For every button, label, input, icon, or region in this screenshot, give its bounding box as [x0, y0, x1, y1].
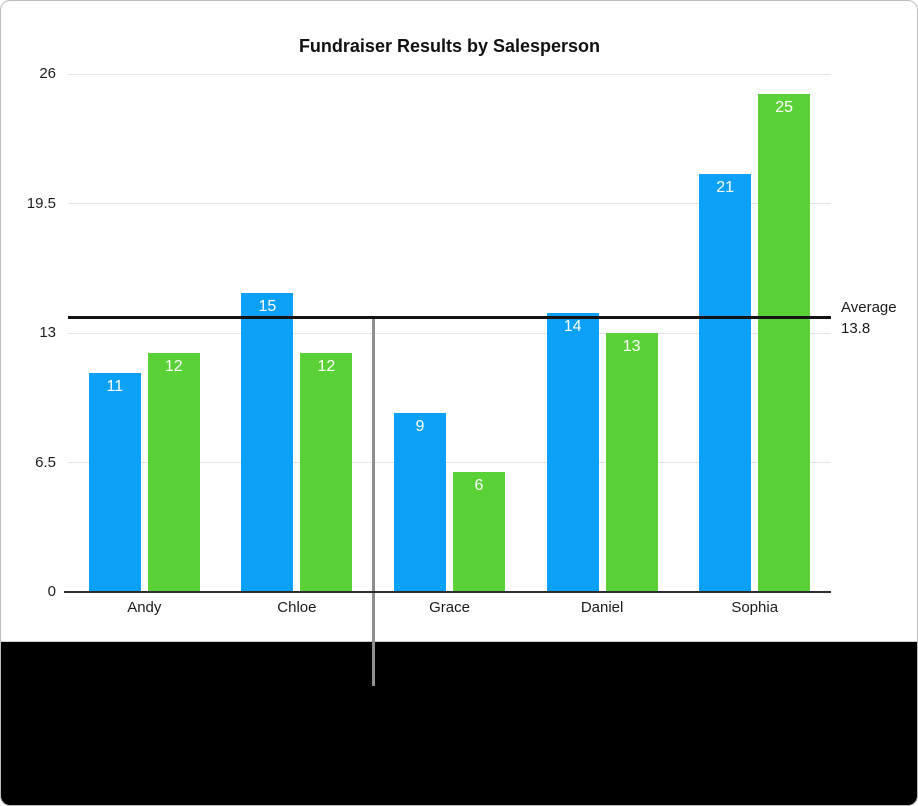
bar-value-label: 14: [563, 318, 582, 336]
bar-value-label: 9: [415, 417, 425, 435]
average-line-label: Average 13.8: [841, 297, 897, 339]
chart-title: Fundraiser Results by Salesperson: [298, 36, 601, 56]
y-tick-label: 6.5: [35, 453, 56, 471]
y-tick-label: 19.5: [26, 194, 56, 212]
gridline: [68, 203, 831, 204]
gridline: [68, 462, 831, 463]
x-category-label: Grace: [429, 599, 470, 616]
bar-value-label: 25: [775, 98, 794, 116]
average-label-text: Average: [841, 299, 897, 316]
bar-sophia-blue: 21: [699, 173, 752, 592]
bar-value-label: 13: [622, 338, 641, 355]
x-category-label: Sophia: [731, 599, 779, 616]
bar-value-label: 12: [317, 357, 336, 375]
bar-value-label: 21: [716, 178, 735, 196]
bar-value-label: 11: [106, 377, 124, 395]
bar-andy-green: 12: [147, 352, 200, 592]
bar-sophia-green: 25: [758, 93, 811, 592]
bar-daniel-blue: 14: [546, 313, 599, 592]
y-tick-label: 26: [39, 65, 56, 82]
x-category-label: Daniel: [580, 599, 624, 616]
gridline: [68, 73, 831, 75]
bar-chloe-green: 12: [300, 352, 353, 592]
bar-chloe-blue: 15: [241, 293, 294, 592]
y-tick-label: 13: [39, 324, 56, 341]
bar-value-label: 12: [164, 357, 183, 375]
x-category-label: Chloe: [277, 599, 317, 616]
bar-value-label: 15: [258, 298, 277, 316]
bottom-black-margin: [1, 641, 917, 805]
y-tick-label: 0: [47, 583, 56, 600]
average-value-text: 13.8: [841, 320, 871, 337]
bar-grace-blue: 9: [394, 412, 446, 592]
average-line: [68, 315, 831, 319]
gridline: [68, 332, 831, 334]
callout-line: [371, 318, 375, 686]
bar-daniel-green: 13: [605, 333, 658, 592]
x-axis-line: [64, 591, 831, 593]
bar-grace-green: 6: [453, 472, 505, 592]
bar-andy-blue: 11: [88, 372, 141, 592]
bar-value-label: 6: [474, 477, 484, 495]
x-category-label: Andy: [127, 599, 162, 616]
